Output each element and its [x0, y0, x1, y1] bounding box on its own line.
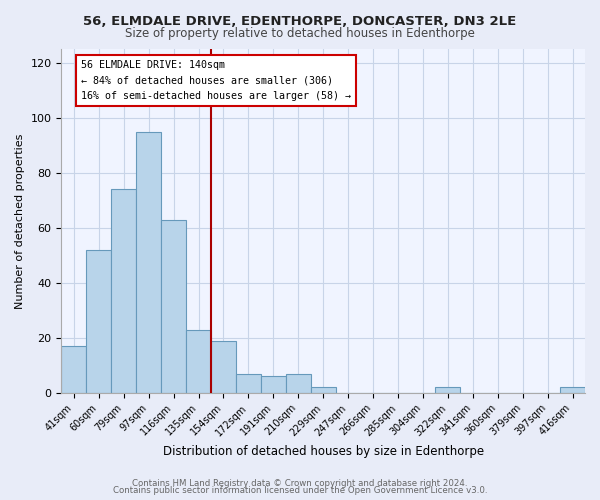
Bar	[186, 330, 211, 393]
Text: Size of property relative to detached houses in Edenthorpe: Size of property relative to detached ho…	[125, 28, 475, 40]
Text: Contains public sector information licensed under the Open Government Licence v3: Contains public sector information licen…	[113, 486, 487, 495]
Bar	[161, 220, 186, 393]
Bar	[261, 376, 286, 393]
Text: Contains HM Land Registry data © Crown copyright and database right 2024.: Contains HM Land Registry data © Crown c…	[132, 478, 468, 488]
Bar	[211, 340, 236, 393]
Bar	[236, 374, 261, 393]
Bar	[311, 388, 335, 393]
Y-axis label: Number of detached properties: Number of detached properties	[15, 134, 25, 308]
Bar	[136, 132, 161, 393]
Bar	[436, 388, 460, 393]
Bar	[286, 374, 311, 393]
Text: 56, ELMDALE DRIVE, EDENTHORPE, DONCASTER, DN3 2LE: 56, ELMDALE DRIVE, EDENTHORPE, DONCASTER…	[83, 15, 517, 28]
Bar	[86, 250, 111, 393]
Text: 56 ELMDALE DRIVE: 140sqm
← 84% of detached houses are smaller (306)
16% of semi-: 56 ELMDALE DRIVE: 140sqm ← 84% of detach…	[82, 60, 352, 101]
Bar	[61, 346, 86, 393]
Bar	[560, 388, 585, 393]
X-axis label: Distribution of detached houses by size in Edenthorpe: Distribution of detached houses by size …	[163, 444, 484, 458]
Bar	[111, 190, 136, 393]
